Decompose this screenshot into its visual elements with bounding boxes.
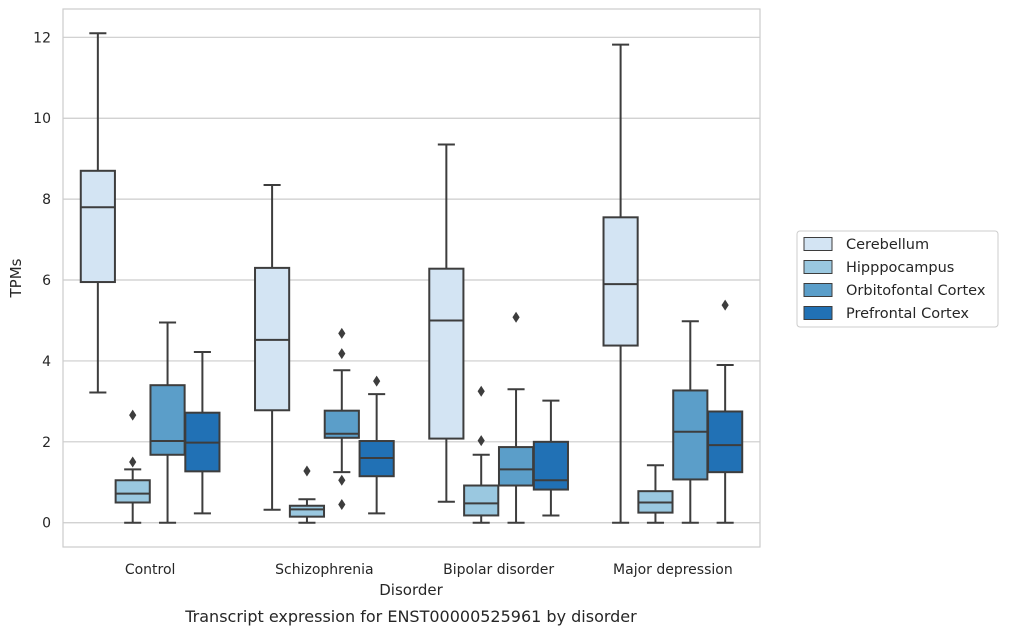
legend-label: Orbitofontal Cortex <box>846 283 986 299</box>
box-iqr <box>79 169 116 284</box>
box-group <box>672 320 709 524</box>
x-tick-label: Control <box>125 562 176 578</box>
outlier-point <box>477 385 485 397</box>
y-tick-label: 10 <box>33 111 51 127</box>
outlier-point <box>477 435 485 447</box>
legend-swatch <box>803 306 833 320</box>
x-tick-label: Major depression <box>613 562 733 578</box>
box-group <box>149 321 186 524</box>
legend-frame <box>796 230 999 328</box>
y-tick-label: 2 <box>42 435 51 451</box>
plot-area-frame <box>62 8 761 548</box>
figure-caption: Transcript expression for ENST0000052596… <box>184 607 637 626</box>
x-tick-label: Bipolar disorder <box>443 562 554 578</box>
y-tick-label: 0 <box>42 516 51 532</box>
box-group <box>463 385 500 524</box>
box-iqr <box>707 410 744 474</box>
box-iqr <box>149 384 186 456</box>
outlier-point <box>338 327 346 339</box>
box-group <box>428 143 465 503</box>
box-group <box>288 465 326 524</box>
y-axis-title: TPMs <box>7 258 25 298</box>
x-tick-label: Schizophrenia <box>275 562 373 578</box>
outlier-point <box>338 348 346 360</box>
box-group <box>79 32 116 394</box>
x-axis-ticks: Control Schizophrenia Bipolar disorder Majo… <box>125 562 733 578</box>
outlier-point <box>721 299 729 311</box>
legend: Cerebellum Hipppocampus Orbitofontal Corte… <box>796 230 999 328</box>
outlier-point <box>303 465 311 477</box>
box-iqr <box>532 440 569 491</box>
y-tick-label: 8 <box>42 192 51 208</box>
box-group <box>323 327 360 511</box>
box-group <box>707 299 744 524</box>
box-group <box>497 311 535 524</box>
box-group <box>254 183 291 511</box>
legend-label: Hipppocampus <box>846 260 954 276</box>
y-tick-label: 12 <box>33 30 51 46</box>
box-iqr <box>602 216 639 347</box>
outlier-point <box>129 409 137 421</box>
legend-swatch <box>803 260 833 274</box>
outlier-point <box>129 456 137 468</box>
box-iqr <box>497 446 535 487</box>
box-plots <box>79 32 744 524</box>
box-iqr <box>288 504 326 518</box>
box-iqr <box>428 267 465 440</box>
legend-swatch <box>803 283 833 297</box>
box-group <box>114 409 151 524</box>
box-group <box>602 43 639 524</box>
outlier-point <box>338 499 346 511</box>
y-tick-label: 4 <box>42 354 51 370</box>
box-group <box>184 351 221 515</box>
x-axis-title: Disorder <box>379 581 443 599</box>
outlier-point <box>338 474 346 486</box>
legend-items: Cerebellum Hipppocampus Orbitofontal Corte… <box>803 237 986 322</box>
box-iqr <box>672 389 709 481</box>
legend-label: Prefrontal Cortex <box>846 306 969 322</box>
box-iqr <box>463 484 500 517</box>
box-group <box>358 375 395 515</box>
legend-label: Cerebellum <box>846 237 929 253</box>
box-group <box>532 399 569 517</box>
outlier-point <box>512 311 520 323</box>
legend-swatch <box>803 237 833 251</box>
box-group <box>637 464 674 524</box>
y-tick-label: 6 <box>42 273 51 289</box>
outlier-point <box>373 375 381 387</box>
y-axis-ticks: 0 2 4 6 8 10 12 <box>33 30 51 531</box>
box-iqr <box>114 479 151 504</box>
